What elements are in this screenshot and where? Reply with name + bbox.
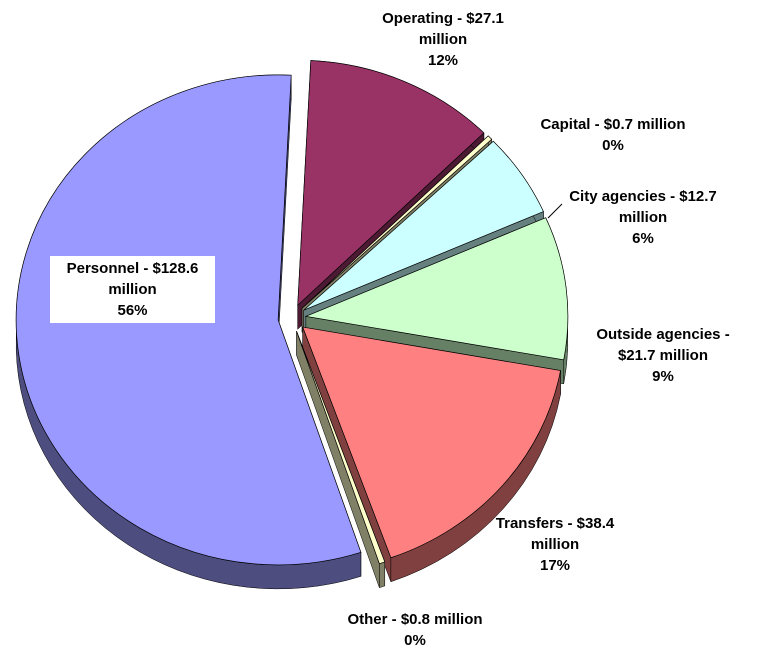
percent-label: 12% [427,52,459,69]
category-label: Other - $0.8 million [347,611,483,628]
slice-label: Transfers - $38.4 million 17% [480,513,630,576]
slice-label: City agencies - $12.7 million 6% [558,186,728,249]
pie-slice [297,60,485,307]
slice-label: Personnel - $128.6 million 56% [50,256,215,323]
percent-label: 0% [404,632,426,649]
slice-label: Operating - $27.1 million 12% [368,8,518,71]
percent-label: 9% [652,368,674,385]
category-label: Personnel - $128.6 million [66,260,199,298]
category-label: Outside agencies - $21.7 million [596,326,730,364]
slice-label: Capital - $0.7 million 0% [503,114,723,156]
leader-line [547,203,563,219]
pie-slice [304,217,569,361]
percent-label: 0% [602,137,624,154]
slice-label: Other - $0.8 million 0% [315,609,515,651]
category-label: Capital - $0.7 million [540,116,686,133]
slice-label: Outside agencies - $21.7 million 9% [583,324,743,387]
pie-slice [296,331,386,565]
category-label: Operating - $27.1 million [382,10,504,48]
pie-slice [302,326,561,559]
category-label: Transfers - $38.4 million [495,515,615,553]
percent-label: 6% [632,230,654,247]
pie-slice [303,140,544,311]
percent-label: 17% [539,557,571,574]
slice-side [379,561,386,589]
percent-label: 56% [117,302,148,319]
category-label: City agencies - $12.7 million [569,188,717,226]
pie-slice [301,135,493,309]
